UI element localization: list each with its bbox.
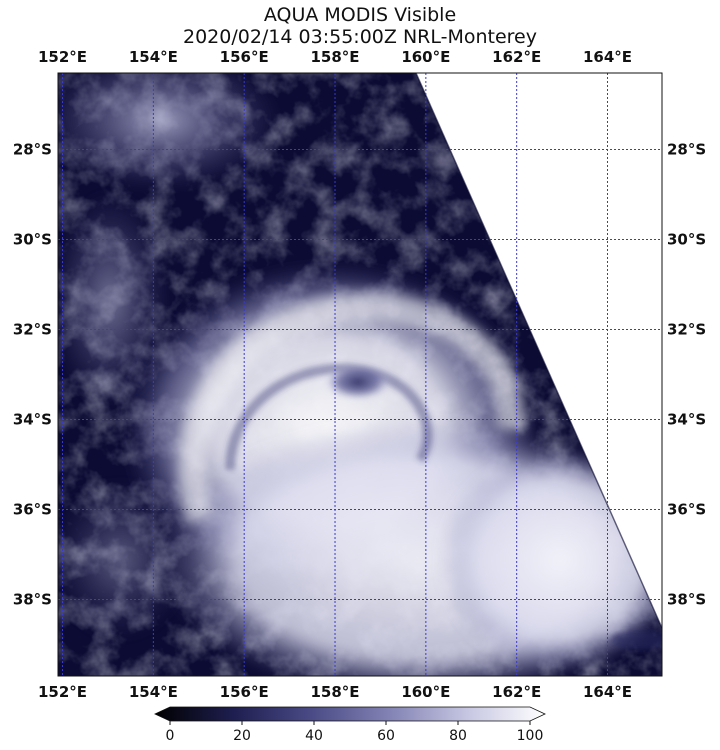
lat-label-left: 28°S — [13, 141, 52, 159]
lon-label-top: 164°E — [583, 48, 632, 66]
colorbar: 0 20 40 60 80 100 — [154, 706, 546, 744]
map-border — [57, 72, 663, 677]
lon-label-top: 160°E — [401, 48, 450, 66]
colorbar-scale — [154, 706, 546, 722]
latitude-labels-left: 28°S 30°S 32°S 34°S 36°S 38°S — [13, 141, 52, 609]
lat-label-left: 38°S — [13, 591, 52, 609]
title-timestamp: 2020/02/14 03:55:00Z NRL-Monterey — [183, 26, 537, 48]
colorbar-tick-label: 40 — [305, 728, 323, 744]
lat-label-left: 30°S — [13, 231, 52, 249]
lon-label-bottom: 164°E — [583, 683, 632, 701]
lon-label-top: 154°E — [129, 48, 178, 66]
lat-label-left: 32°S — [13, 321, 52, 339]
lat-label-right: 36°S — [667, 501, 706, 519]
lat-label-right: 34°S — [667, 411, 706, 429]
longitude-labels-top: 152°E 154°E 156°E 158°E 160°E 162°E 164°E — [38, 48, 632, 66]
lon-label-bottom: 160°E — [401, 683, 450, 701]
image-title: AQUA MODIS Visible 2020/02/14 03:55:00Z … — [0, 4, 720, 48]
lon-label-bottom: 158°E — [310, 683, 359, 701]
lon-label-top: 158°E — [310, 48, 359, 66]
colorbar-tick-label: 0 — [166, 728, 175, 744]
colorbar-tick-label: 60 — [377, 728, 395, 744]
title-instrument: AQUA MODIS Visible — [263, 4, 457, 26]
longitude-labels-bottom: 152°E 154°E 156°E 158°E 160°E 162°E 164°E — [38, 683, 632, 701]
lon-label-top: 162°E — [492, 48, 541, 66]
lon-label-bottom: 154°E — [129, 683, 178, 701]
lat-label-right: 28°S — [667, 141, 706, 159]
lat-label-right: 38°S — [667, 591, 706, 609]
lat-label-right: 32°S — [667, 321, 706, 339]
lon-label-top: 152°E — [38, 48, 87, 66]
satellite-imagery — [58, 73, 662, 676]
lat-label-right: 30°S — [667, 231, 706, 249]
lon-label-top: 156°E — [220, 48, 269, 66]
lon-label-bottom: 156°E — [220, 683, 269, 701]
gridlines — [58, 73, 662, 676]
latitude-labels-right: 28°S 30°S 32°S 34°S 36°S 38°S — [667, 141, 706, 609]
colorbar-tick-label: 100 — [517, 728, 544, 744]
colorbar-tick-label: 80 — [449, 728, 467, 744]
lon-label-bottom: 152°E — [38, 683, 87, 701]
lon-label-bottom: 162°E — [492, 683, 541, 701]
colorbar-tick-label: 20 — [233, 728, 251, 744]
colorbar-ticks: 0 20 40 60 80 100 — [166, 721, 544, 744]
lat-label-left: 34°S — [13, 411, 52, 429]
lat-label-left: 36°S — [13, 501, 52, 519]
